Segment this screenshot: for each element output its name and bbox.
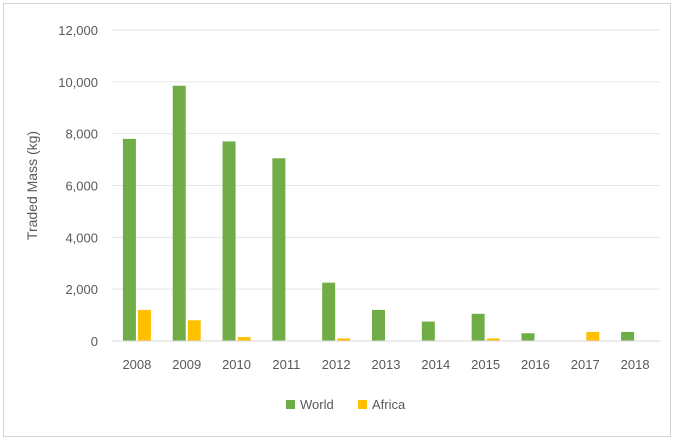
bar-world-2013 — [372, 310, 385, 341]
bar-africa-2009 — [188, 320, 201, 341]
bar-world-2010 — [223, 141, 236, 341]
y-tick-label: 12,000 — [58, 23, 98, 38]
bar-africa-2008 — [138, 310, 151, 341]
y-tick-label: 0 — [91, 334, 98, 349]
bar-world-2018 — [621, 332, 634, 341]
bar-world-2008 — [123, 139, 136, 341]
x-tick-label: 2018 — [621, 357, 650, 372]
x-tick-label: 2008 — [122, 357, 151, 372]
bar-world-2016 — [521, 333, 534, 341]
x-tick-label: 2015 — [471, 357, 500, 372]
gridlines — [112, 30, 660, 289]
legend: World Africa — [286, 397, 406, 412]
x-tick-label: 2009 — [172, 357, 201, 372]
bar-africa-2010 — [238, 337, 251, 341]
y-axis-title: Traded Mass (kg) — [24, 131, 40, 240]
legend-label-world: World — [300, 397, 334, 412]
x-tick-label: 2016 — [521, 357, 550, 372]
bar-world-2012 — [322, 283, 335, 341]
bar-world-2015 — [472, 314, 485, 341]
bar-world-2009 — [173, 86, 186, 341]
y-tick-label: 2,000 — [65, 282, 98, 297]
x-tick-label: 2012 — [322, 357, 351, 372]
x-tick-label: 2017 — [571, 357, 600, 372]
x-tick-label: 2013 — [372, 357, 401, 372]
y-tick-label: 10,000 — [58, 75, 98, 90]
legend-swatch-africa — [358, 400, 367, 409]
bar-world-2011 — [272, 158, 285, 341]
y-tick-label: 4,000 — [65, 230, 98, 245]
bar-world-2014 — [422, 322, 435, 341]
x-tick-label: 2010 — [222, 357, 251, 372]
legend-swatch-world — [286, 400, 295, 409]
bars — [123, 86, 634, 341]
x-axis-ticks: 2008 2009 2010 2011 2012 2013 2014 2015 2016 2017… — [122, 357, 649, 372]
x-tick-label: 2011 — [272, 357, 300, 372]
legend-label-africa: Africa — [372, 397, 406, 412]
bar-africa-2017 — [586, 332, 599, 341]
y-axis-ticks: 0 2,000 4,000 6,000 8,000 10,000 12,000 — [58, 23, 98, 349]
x-tick-label: 2014 — [421, 357, 450, 372]
y-tick-label: 8,000 — [65, 127, 98, 142]
y-tick-label: 6,000 — [65, 179, 98, 194]
